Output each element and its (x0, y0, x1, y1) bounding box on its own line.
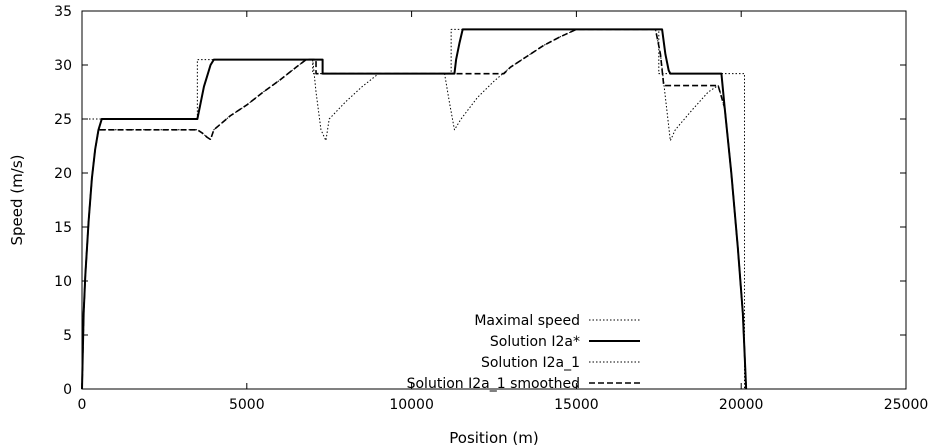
x-tick-label: 25000 (884, 397, 929, 413)
x-tick-label: 20000 (719, 397, 764, 413)
legend-label: Solution I2a* (490, 334, 580, 350)
series-line-1 (81, 28, 748, 390)
series-line-0 (82, 28, 745, 389)
x-tick-label: 15000 (554, 397, 599, 413)
y-tick-label: 35 (54, 4, 72, 20)
y-tick-label: 0 (63, 382, 72, 398)
x-tick-label: 0 (78, 397, 87, 413)
series-layer (81, 28, 748, 390)
y-tick-label: 25 (54, 112, 72, 128)
x-axis-label: Position (m) (449, 429, 539, 447)
legend-label: Solution I2a_1 (481, 355, 580, 371)
y-tick-label: 30 (54, 58, 72, 74)
x-tick-label: 5000 (229, 397, 265, 413)
series-line-2 (81, 28, 747, 390)
legend-label: Maximal speed (474, 313, 580, 329)
x-tick-label: 10000 (389, 397, 434, 413)
plot-border (81, 10, 907, 390)
x-axis-ticks: 0 5000 10000 15000 20000 25000 (78, 11, 929, 413)
y-tick-label: 20 (54, 166, 72, 182)
y-axis-label: Speed (m/s) (8, 155, 26, 246)
y-tick-label: 10 (54, 274, 72, 290)
legend: Maximal speed Solution I2a* Solution I2a_1… (407, 313, 640, 392)
legend-label: Solution I2a_1 smoothed (407, 376, 580, 392)
y-tick-label: 5 (63, 328, 72, 344)
series-line-3 (81, 28, 747, 390)
plot-frame (81, 10, 907, 390)
y-tick-label: 15 (54, 220, 72, 236)
y-axis-ticks: 0 5 10 15 20 25 30 35 (54, 4, 906, 398)
